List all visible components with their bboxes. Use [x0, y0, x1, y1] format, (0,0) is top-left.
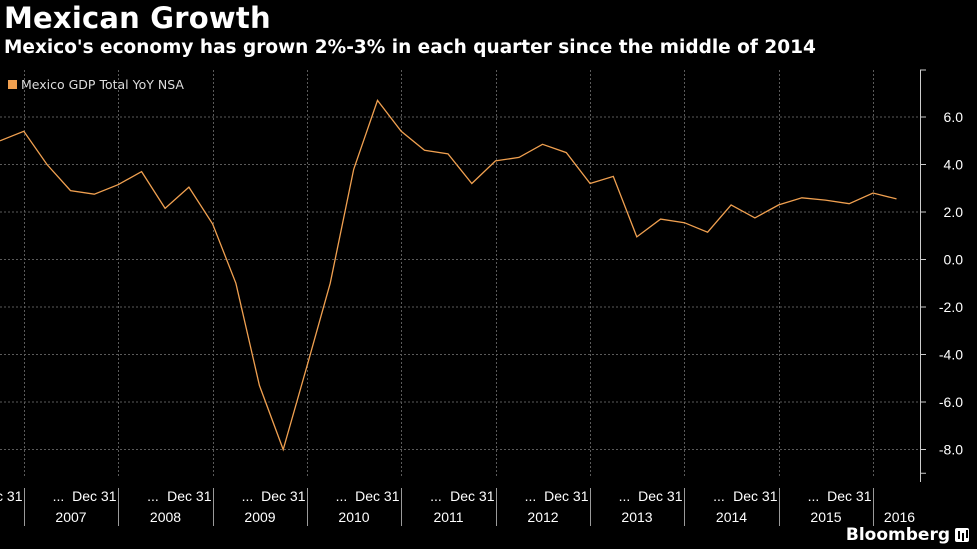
x-tick-ellipsis: ...: [336, 488, 348, 504]
x-tick-label: Dec 31: [450, 488, 495, 504]
x-year-label: 2010: [338, 509, 369, 525]
x-year-label: 2011: [433, 509, 463, 525]
legend-swatch: [8, 80, 17, 89]
y-tick-label: 2.0: [944, 204, 964, 220]
x-year-label: 2015: [810, 509, 841, 525]
chart-title: Mexican Growth: [4, 1, 271, 35]
x-tick-ellipsis: ...: [619, 488, 631, 504]
y-tick-label: 6.0: [944, 109, 964, 125]
x-tick-ellipsis: ...: [808, 488, 820, 504]
x-tick-label: Dec 31: [733, 488, 778, 504]
x-year-label: 2013: [621, 509, 652, 525]
legend: Mexico GDP Total YoY NSA: [8, 77, 184, 92]
y-tick-label: 0.0: [944, 252, 964, 268]
x-tick-label: Dec 31: [261, 488, 306, 504]
y-tick-label: -6.0: [939, 394, 963, 410]
x-tick-label: Dec 31: [638, 488, 683, 504]
x-tick-label: Dec 31: [827, 488, 872, 504]
y-tick-label: 4.0: [944, 157, 964, 173]
x-tick-label: Dec 31: [167, 488, 212, 504]
x-tick-label: Dec 31: [72, 488, 117, 504]
y-tick-label: -4.0: [939, 347, 963, 363]
x-tick-ellipsis: ...: [53, 488, 65, 504]
x-tick-label: Dec 31: [355, 488, 400, 504]
x-tick-ellipsis: ...: [147, 488, 159, 504]
y-tick-label: -2.0: [939, 299, 963, 315]
x-tick-ellipsis: ...: [713, 488, 725, 504]
x-tick-label: Dec 31: [544, 488, 589, 504]
bloomberg-logo: Bloomberg: [846, 525, 969, 545]
x-year-label: 2016: [884, 509, 915, 525]
chart-subtitle: Mexico's economy has grown 2%-3% in each…: [4, 37, 816, 58]
series-line: [0, 99, 897, 452]
x-year-label: 2012: [527, 509, 558, 525]
brand-name: Bloomberg: [845, 525, 950, 545]
x-year-label: 2008: [150, 509, 181, 525]
x-year-label: 2007: [55, 509, 86, 525]
x-tick-ellipsis: ...: [242, 488, 254, 504]
bloomberg-mark-icon: [955, 528, 969, 542]
x-tick-ellipsis: ...: [525, 488, 537, 504]
legend-label: Mexico GDP Total YoY NSA: [21, 77, 184, 92]
x-tick-label: Dec 31: [0, 488, 23, 504]
x-year-label: 2014: [716, 509, 747, 525]
y-tick-label: -8.0: [939, 442, 963, 458]
x-tick-ellipsis: ...: [430, 488, 442, 504]
x-year-label: 2009: [244, 509, 275, 525]
